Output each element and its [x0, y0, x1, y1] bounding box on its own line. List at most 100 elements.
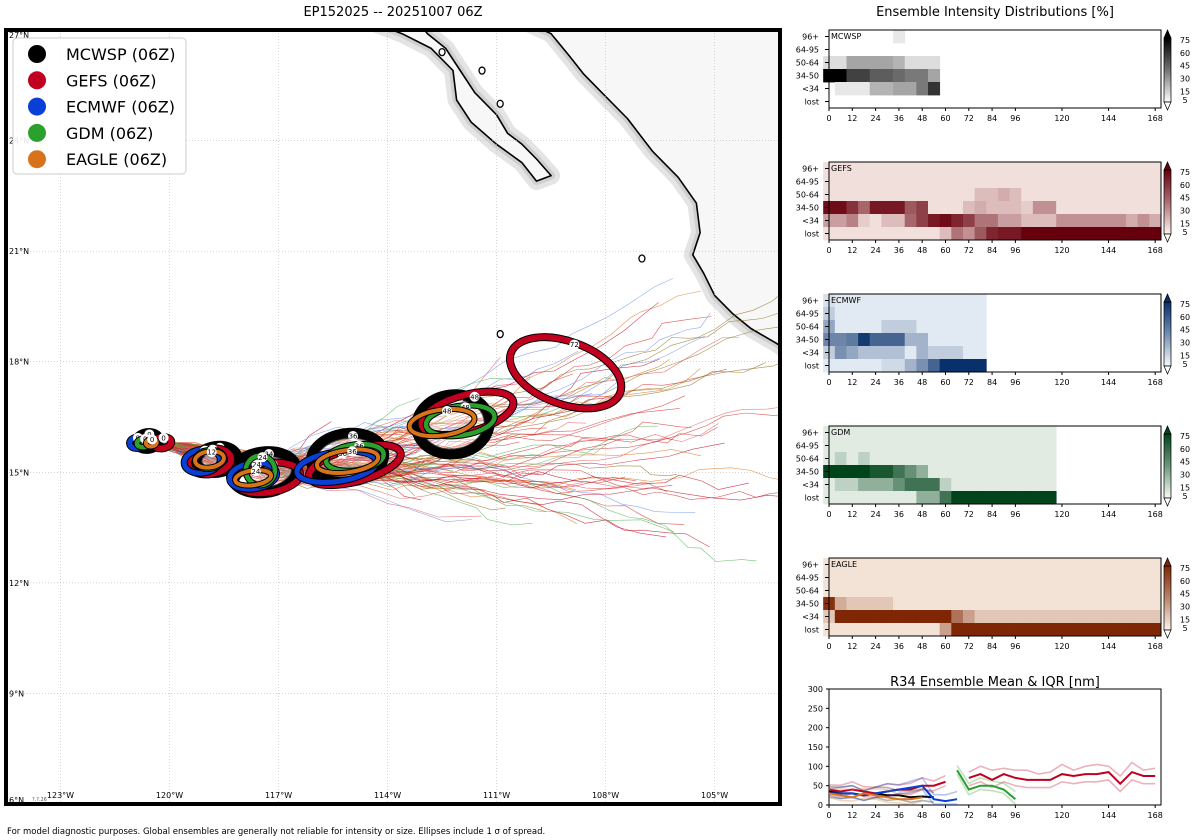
heatmap-cell [1091, 214, 1104, 228]
heatmap-cell [1114, 597, 1127, 611]
heatmap-cell [904, 465, 917, 479]
heatmap-cell [1021, 175, 1034, 189]
colorbar-tick-label: 45 [1180, 194, 1190, 203]
heatmap-cell [834, 491, 847, 505]
heatmap-cell [858, 465, 871, 479]
heatmap-cell [846, 478, 859, 492]
heatmap-cell [1044, 597, 1057, 611]
heatmap-cell [1126, 227, 1139, 241]
heatmap-cell [858, 610, 871, 624]
heatmap-cell [1044, 571, 1057, 585]
heatmap-cell [928, 201, 941, 215]
heatmap-cell [1021, 571, 1034, 585]
heatmap-cell [1067, 175, 1080, 189]
heatmap-cell [904, 162, 917, 176]
heatmap-cell [846, 162, 859, 176]
heatmap-cell [1091, 227, 1104, 241]
colorbar-tick-label: 30 [1180, 339, 1190, 348]
heatmap-cell [881, 478, 894, 492]
island-3 [638, 254, 646, 263]
heatmap-cell [1009, 227, 1022, 241]
heatmap-cell [928, 359, 941, 373]
r34-mean-eagle [828, 792, 923, 801]
heatmap-x-label: 144 [1101, 642, 1116, 651]
heatmap-cell [834, 69, 847, 83]
heatmap-cell [846, 227, 859, 241]
heatmap-cell [916, 307, 929, 321]
heatmap-cell [1137, 227, 1150, 241]
heatmap-cell [962, 188, 976, 202]
heatmap-cell [986, 452, 999, 466]
heatmap-cell [974, 201, 987, 215]
ellipse-hour-badge [206, 447, 217, 458]
heatmap-x-label: 36 [894, 510, 904, 519]
heatmap-y-label: 50-64 [796, 323, 819, 332]
heatmap-cell [869, 491, 882, 505]
heatmap-cell [893, 452, 906, 466]
heatmap-cell [869, 478, 882, 492]
heatmap-cell [997, 623, 1010, 637]
heatmap-cell [962, 359, 976, 373]
heatmap-cell [1079, 214, 1092, 228]
heatmap-cell [1044, 478, 1057, 492]
heatmap-cell [1009, 571, 1022, 585]
r34-y-label: 100 [808, 762, 823, 771]
heatmap-cell [846, 333, 859, 347]
heatmap-y-label: 34-50 [796, 600, 819, 609]
r34-x-label: 144 [1101, 811, 1116, 820]
heatmap-cell [858, 584, 871, 598]
heatmap-cell [904, 56, 917, 70]
heatmap-cell [1091, 610, 1104, 624]
heatmap-cell [1102, 227, 1115, 241]
heatmap-cell [974, 610, 987, 624]
heatmap-cell [1091, 584, 1104, 598]
heatmap-cell [928, 558, 941, 572]
r34-iqr-lower-eagle [828, 796, 923, 806]
heatmap-cell [1032, 201, 1045, 215]
heatmap-cell [1056, 571, 1069, 585]
heatmap-cell [893, 346, 906, 360]
heatmap-cell [1021, 465, 1034, 479]
heatmap-cell [1114, 175, 1127, 189]
heatmap-cell [1032, 597, 1045, 611]
heatmap-cell [1102, 201, 1115, 215]
heatmap-x-label: 168 [1148, 642, 1163, 651]
heatmap-cell [1032, 584, 1045, 598]
heatmap-cell [1032, 426, 1045, 440]
heatmap-cell [951, 333, 964, 347]
heatmap-cell [1114, 571, 1127, 585]
heatmap-cell [1149, 584, 1162, 598]
heatmap-y-label: 96+ [802, 33, 819, 42]
heatmap-cell [939, 623, 952, 637]
heatmap-y-label: <34 [802, 613, 819, 622]
heatmap-cell [916, 359, 929, 373]
heatmap-cell [1126, 214, 1139, 228]
heatmap-cell [916, 465, 929, 479]
heatmap-y-label: 64-95 [796, 574, 819, 583]
heatmap-cell [974, 214, 987, 228]
heatmap-cell [916, 320, 929, 334]
heatmap-x-label: 96 [1010, 246, 1020, 255]
heatmap-cell [881, 214, 894, 228]
heatmap-cell [1067, 214, 1080, 228]
heatmap-cell [1044, 439, 1057, 453]
heatmap-x-label: 144 [1101, 246, 1116, 255]
heatmap-cell [997, 214, 1010, 228]
r34-iqr-upper-ecmwf [828, 776, 958, 796]
heatmap-cell [974, 162, 987, 176]
ellipse-hour-label: 36 [348, 448, 357, 456]
heatmap-cell [974, 623, 987, 637]
heatmap-cell [881, 188, 894, 202]
heatmap-cell [893, 478, 906, 492]
heatmap-cell [974, 597, 987, 611]
heatmap-cell [928, 439, 941, 453]
heatmap-cell [1114, 227, 1127, 241]
heatmap-cell [1149, 571, 1162, 585]
heatmap-cell [869, 439, 882, 453]
heatmap-cell [1102, 188, 1115, 202]
heatmap-eagle: EAGLE 96+ 64-95 50-64 34-50 <34 lost 0 12 24 36 48 6… [796, 557, 1190, 651]
heatmap-x-label: 72 [964, 378, 974, 387]
heatmap-cell [1079, 558, 1092, 572]
ellipse-hour-label: 12 [207, 449, 216, 457]
heatmap-cell [928, 623, 941, 637]
